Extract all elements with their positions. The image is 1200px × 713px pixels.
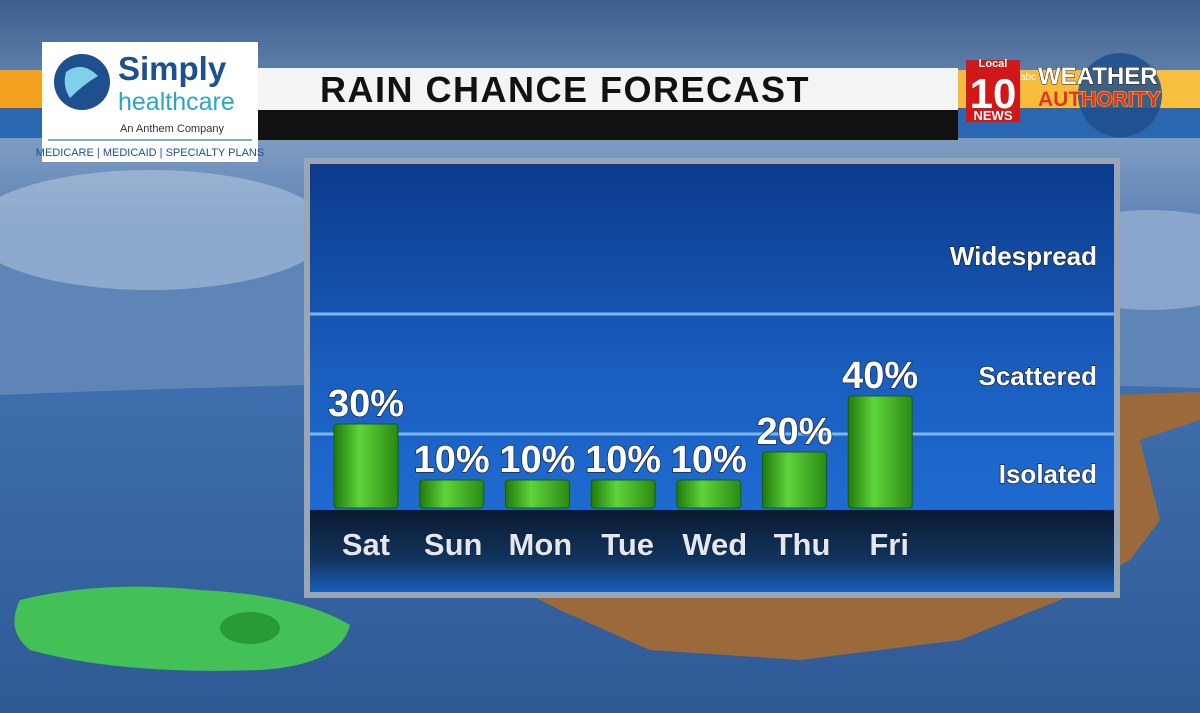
sponsor-plans: MEDICARE | MEDICAID | SPECIALTY PLANS	[36, 147, 264, 159]
x-tick-label: Sun	[424, 527, 483, 562]
zone-label: Scattered	[979, 361, 1098, 391]
station-logo	[966, 60, 1020, 122]
station-network: abc	[1020, 72, 1036, 83]
station-emblem	[1078, 53, 1162, 137]
sponsor-name: Simply	[118, 50, 227, 87]
value-label: 30%	[328, 383, 404, 425]
brand: AUTHORITY	[1038, 88, 1161, 111]
title-underbar	[258, 110, 958, 140]
value-label: 40%	[842, 355, 918, 397]
x-tick-label: Fri	[869, 527, 909, 562]
x-tick-label: Mon	[509, 527, 573, 562]
x-tick-label: Tue	[601, 527, 654, 562]
chart: Widespread Scattered Isolated 30% Sat 10% Sun 1…	[327, 240, 1098, 562]
station-news: NEWS	[974, 108, 1013, 123]
radar-rain	[14, 586, 350, 671]
value-label: 10%	[499, 439, 575, 481]
bar	[419, 479, 485, 509]
title: RAIN CHANCE FORECAST	[320, 69, 810, 110]
brand: WEATHER	[1038, 63, 1158, 90]
bar	[590, 479, 656, 509]
zone-label: Isolated	[999, 459, 1097, 489]
value-label: 20%	[756, 411, 832, 453]
radar-rain	[220, 612, 280, 644]
x-tick-label: Sat	[342, 527, 390, 562]
cloud	[0, 170, 330, 290]
bar	[333, 423, 399, 509]
bar	[762, 451, 827, 509]
title-bar	[258, 68, 958, 110]
station-local: Local	[979, 58, 1008, 70]
sponsor-name: healthcare	[118, 88, 235, 116]
bar	[504, 479, 570, 509]
zone-label: Widespread	[950, 241, 1097, 271]
bar	[847, 395, 913, 509]
value-label: 10%	[671, 439, 747, 481]
station-number: 10	[970, 70, 1017, 117]
x-tick-label: Thu	[774, 527, 831, 562]
x-tick-label: Wed	[682, 527, 747, 562]
sponsor-tagline: An Anthem Company	[120, 123, 224, 135]
sponsor-icon	[64, 66, 98, 98]
bar	[676, 479, 742, 509]
value-label: 10%	[414, 439, 490, 481]
value-label: 10%	[585, 439, 661, 481]
floor	[310, 510, 1114, 592]
